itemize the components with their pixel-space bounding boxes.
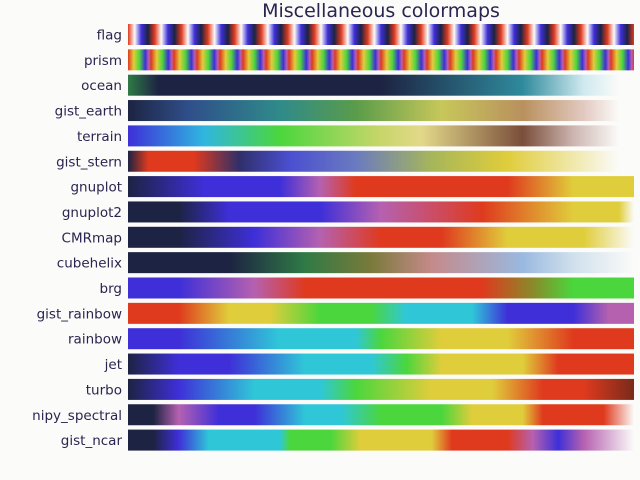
colormap-label: gist_rainbow bbox=[37, 306, 122, 322]
colormap-bar-ocean bbox=[128, 74, 634, 96]
colormap-label: jet bbox=[104, 357, 122, 373]
colormap-label: gist_ncar bbox=[61, 433, 123, 449]
colormap-label: brg bbox=[100, 281, 122, 297]
colormap-label: terrain bbox=[77, 129, 122, 145]
colormap-label: gnuplot bbox=[70, 180, 122, 196]
colormap-bar-cmrmap bbox=[128, 226, 634, 248]
colormap-label: gist_earth bbox=[55, 104, 122, 120]
colormap-bar-rainbow bbox=[128, 328, 634, 350]
colormap-bar-prism bbox=[128, 49, 634, 71]
colormap-label: flag bbox=[97, 28, 122, 44]
colormap-bar-flag bbox=[128, 24, 634, 45]
colormap-label: prism bbox=[84, 53, 122, 69]
colormap-bar-gnuplot2 bbox=[128, 201, 634, 223]
colormap-label: rainbow bbox=[68, 332, 122, 348]
colormap-bar-nipy-spectral bbox=[128, 404, 634, 426]
colormap-bar-jet bbox=[128, 353, 634, 375]
colormap-bar-turbo bbox=[128, 378, 634, 400]
colormap-bar-gnuplot bbox=[128, 176, 634, 198]
colormap-bar-terrain bbox=[128, 125, 634, 147]
colormap-bar-gist-stern bbox=[128, 150, 634, 172]
colormap-bar-gist-ncar bbox=[128, 429, 634, 451]
colormap-bar-gist-rainbow bbox=[128, 302, 634, 324]
colormap-label: CMRmap bbox=[62, 230, 122, 246]
colormap-label: ocean bbox=[81, 78, 122, 94]
colormap-label: cubehelix bbox=[57, 256, 122, 272]
colormap-label: turbo bbox=[86, 382, 122, 398]
colormap-bar-gist-earth bbox=[128, 100, 634, 122]
colormap-label: nipy_spectral bbox=[32, 408, 122, 424]
colormap-bar-brg bbox=[128, 277, 634, 299]
colormap-label: gnuplot2 bbox=[62, 205, 122, 221]
chart-title: Miscellaneous colormaps bbox=[262, 0, 500, 22]
colormap-bar-cubehelix bbox=[128, 252, 634, 274]
colormap-label: gist_stern bbox=[56, 154, 122, 170]
